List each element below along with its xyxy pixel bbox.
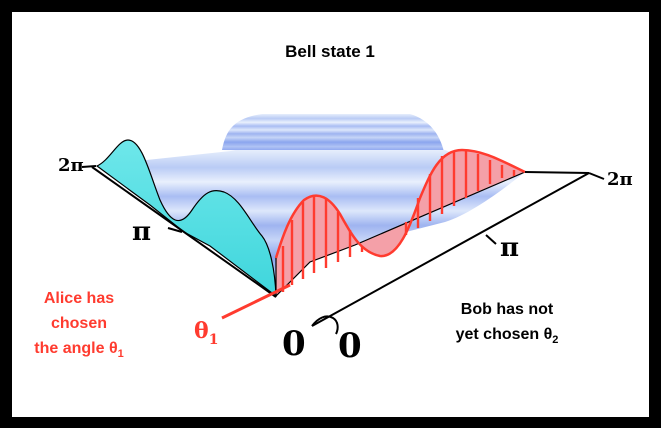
theta1-line: [221, 283, 291, 320]
alice-caption-line3: the angle θ1: [34, 340, 123, 360]
surface-back-hump: [222, 114, 444, 152]
tick-right-2pi: [588, 172, 605, 180]
alice-caption: Alice has chosen the angle θ1: [34, 290, 123, 360]
tick-right-pi: [485, 234, 497, 245]
label-right-pi: π: [500, 233, 519, 263]
axes: [81, 165, 605, 335]
alice-caption-line2: chosen: [51, 315, 107, 332]
bob-caption: Bob has not yet chosen θ2: [456, 301, 559, 346]
bell-state-diagram: Bell state 1 2π π 0 2π π 0 Alice has cho…: [34, 42, 633, 366]
axis-bob: [311, 172, 590, 327]
axis-back: [524, 171, 590, 174]
label-right-zero: 0: [338, 326, 362, 366]
label-left-2pi: 2π: [58, 155, 84, 176]
axis-alice: [91, 166, 277, 298]
diagram-frame: Bell state 1 2π π 0 2π π 0 Alice has cho…: [12, 12, 649, 417]
alice-caption-line1: Alice has: [44, 290, 114, 307]
alice-slice-edge: [274, 148, 526, 259]
origin-hook: [311, 315, 339, 335]
bob-caption-line1: Bob has not: [461, 301, 554, 318]
surface-left-wall: [95, 139, 277, 298]
label-left-pi: π: [132, 217, 151, 247]
label-left-zero: 0: [282, 324, 306, 364]
label-right-2pi: 2π: [607, 169, 633, 190]
bob-caption-line2: yet chosen θ2: [456, 326, 559, 346]
diagram-title: Bell state 1: [285, 42, 375, 61]
theta1-label: θ1: [194, 318, 218, 348]
tick-left-2pi: [81, 165, 97, 168]
tick-left-pi: [167, 227, 183, 233]
